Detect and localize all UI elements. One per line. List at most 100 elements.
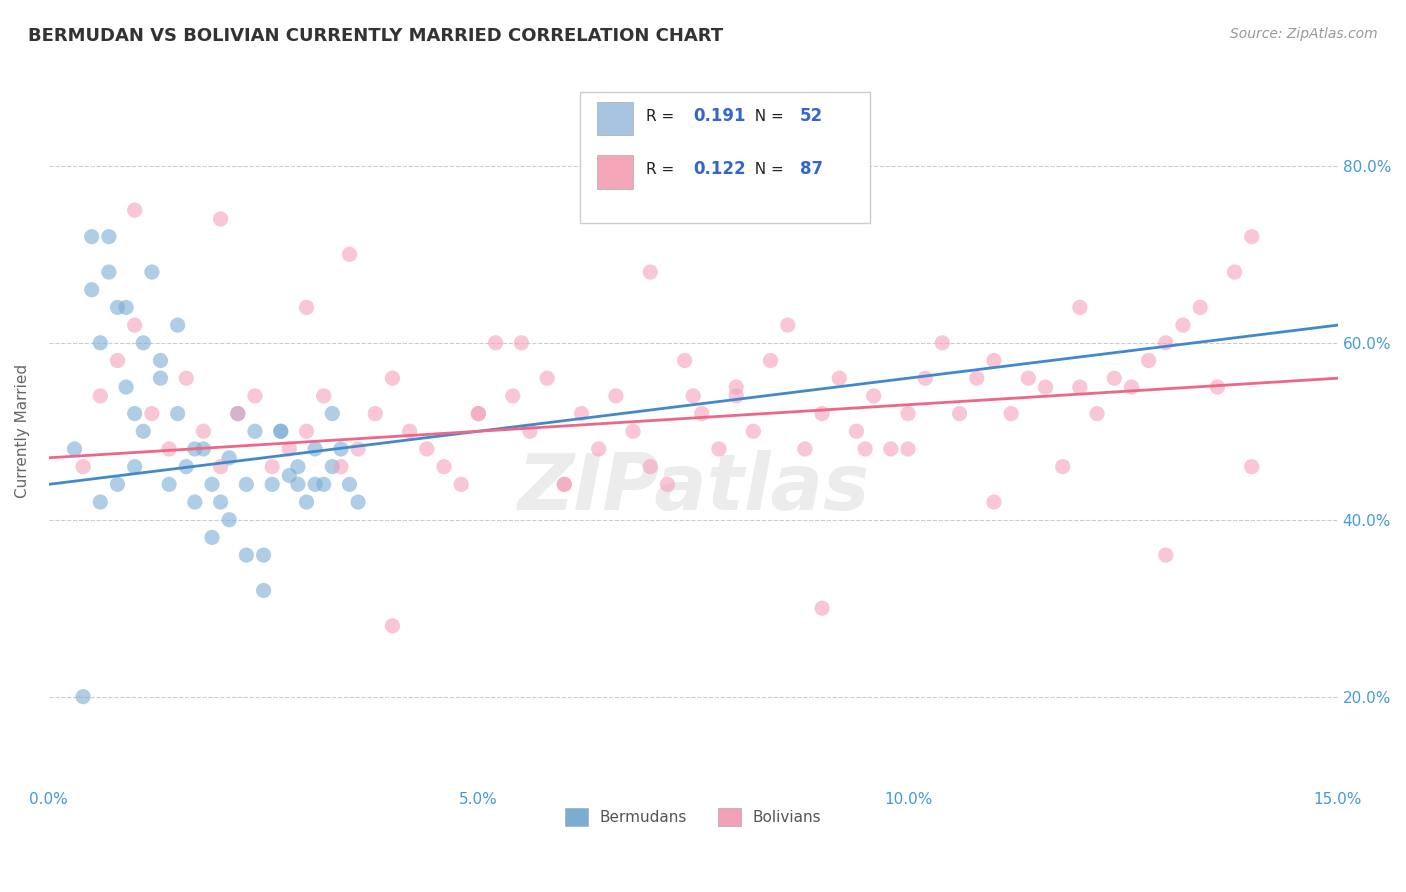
Point xyxy=(149,353,172,368)
Point xyxy=(1137,353,1160,368)
Text: 52: 52 xyxy=(800,107,824,126)
Point xyxy=(502,389,524,403)
Point xyxy=(983,353,1005,368)
Point xyxy=(174,371,197,385)
Point xyxy=(89,335,111,350)
Point xyxy=(1085,407,1108,421)
Point xyxy=(295,495,318,509)
Point xyxy=(364,407,387,421)
Point xyxy=(1000,407,1022,421)
Point xyxy=(209,495,232,509)
Point xyxy=(278,442,301,456)
Point xyxy=(588,442,610,456)
Point xyxy=(1189,301,1212,315)
Text: R =: R = xyxy=(645,109,679,124)
Point xyxy=(1240,459,1263,474)
Point xyxy=(278,468,301,483)
Point xyxy=(184,495,207,509)
Point xyxy=(707,442,730,456)
Point xyxy=(398,424,420,438)
Point xyxy=(209,211,232,226)
Point xyxy=(329,442,352,456)
Point xyxy=(605,389,627,403)
Point xyxy=(252,583,274,598)
Y-axis label: Currently Married: Currently Married xyxy=(15,364,30,499)
Legend: Bermudans, Bolivians: Bermudans, Bolivians xyxy=(557,800,830,834)
Point xyxy=(97,229,120,244)
Point xyxy=(1035,380,1057,394)
Point xyxy=(166,318,188,332)
Point xyxy=(638,459,661,474)
Point xyxy=(304,477,326,491)
Point xyxy=(270,424,292,438)
Point xyxy=(107,301,129,315)
Point xyxy=(262,459,284,474)
Point xyxy=(553,477,575,491)
Point xyxy=(312,477,335,491)
Point xyxy=(312,389,335,403)
Point xyxy=(193,442,215,456)
Point xyxy=(107,477,129,491)
Point xyxy=(1052,459,1074,474)
Point xyxy=(124,407,146,421)
Point xyxy=(141,265,163,279)
Point xyxy=(510,335,533,350)
Point xyxy=(184,442,207,456)
Point xyxy=(793,442,815,456)
Point xyxy=(235,477,257,491)
Point xyxy=(124,318,146,332)
Point xyxy=(115,380,138,394)
Point xyxy=(657,477,679,491)
Point xyxy=(209,459,232,474)
Point xyxy=(1206,380,1229,394)
Point xyxy=(243,424,266,438)
Point xyxy=(416,442,439,456)
Point xyxy=(553,477,575,491)
Point xyxy=(149,371,172,385)
Point xyxy=(571,407,593,421)
Point xyxy=(262,477,284,491)
Text: N =: N = xyxy=(745,162,789,177)
Text: 87: 87 xyxy=(800,161,824,178)
Point xyxy=(845,424,868,438)
Point xyxy=(329,459,352,474)
Point xyxy=(218,450,240,465)
Point xyxy=(339,477,361,491)
Point xyxy=(141,407,163,421)
Point xyxy=(63,442,86,456)
Point xyxy=(725,380,748,394)
Point xyxy=(124,203,146,218)
Point xyxy=(381,619,404,633)
Point xyxy=(759,353,782,368)
Point xyxy=(226,407,249,421)
Point xyxy=(304,442,326,456)
Point xyxy=(948,407,970,421)
Point xyxy=(243,389,266,403)
Point xyxy=(450,477,472,491)
Point xyxy=(193,424,215,438)
Point xyxy=(124,459,146,474)
Point xyxy=(321,407,343,421)
Point xyxy=(347,495,370,509)
Text: R =: R = xyxy=(645,162,679,177)
Point xyxy=(811,407,834,421)
Point xyxy=(467,407,489,421)
Point xyxy=(295,424,318,438)
Point xyxy=(295,301,318,315)
Point xyxy=(132,424,155,438)
Point xyxy=(536,371,558,385)
Point xyxy=(270,424,292,438)
Point xyxy=(467,407,489,421)
Text: 0.191: 0.191 xyxy=(693,107,745,126)
Point xyxy=(484,335,506,350)
Point xyxy=(89,389,111,403)
Point xyxy=(1154,335,1177,350)
Point xyxy=(914,371,936,385)
Point xyxy=(776,318,799,332)
Point xyxy=(201,477,224,491)
Point xyxy=(880,442,903,456)
Point xyxy=(235,548,257,562)
Point xyxy=(931,335,953,350)
Point xyxy=(621,424,644,438)
FancyBboxPatch shape xyxy=(579,92,870,222)
